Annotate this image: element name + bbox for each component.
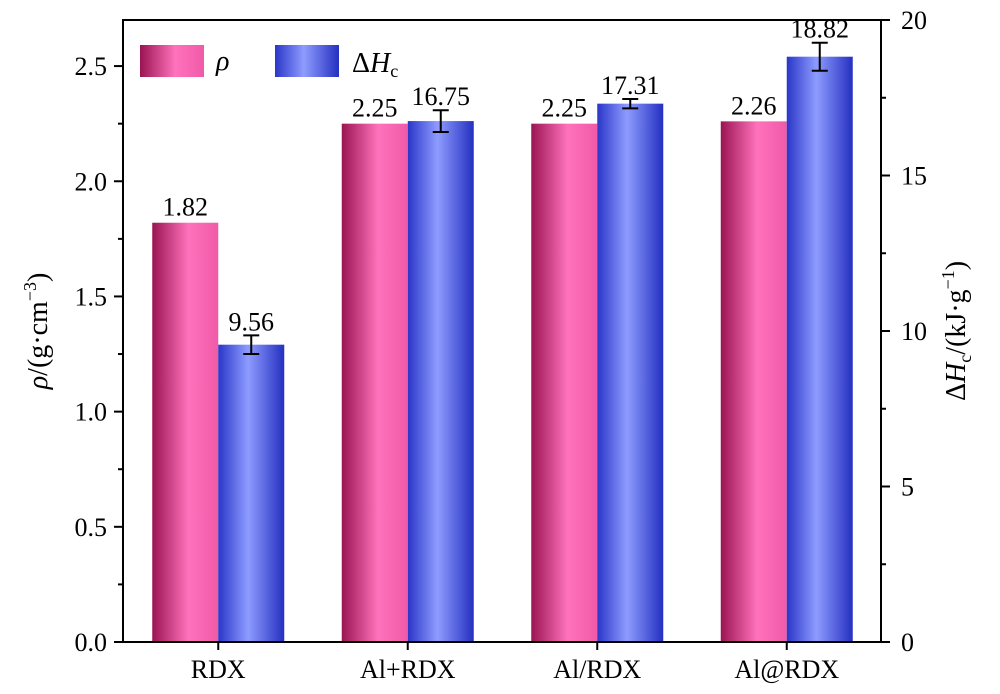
- data-label-rho-Al+RDX: 2.25: [352, 94, 398, 123]
- right-tick-label: 10: [901, 317, 927, 346]
- left-tick-label: 1.5: [75, 282, 108, 311]
- left-tick-label: 1.0: [75, 398, 108, 427]
- legend-label-rho: ρ: [215, 46, 229, 77]
- data-label-dh-Al+RDX: 16.75: [412, 82, 471, 111]
- bar-rho-RDX: [152, 222, 219, 642]
- error-bars-layer: [243, 41, 828, 356]
- right-tick-label: 5: [901, 473, 914, 502]
- data-label-rho-RDX: 1.82: [163, 193, 209, 222]
- bar-rho-Al/RDX: [531, 123, 598, 642]
- right-axis: 0 5 10 15 20: [881, 6, 927, 657]
- right-tick-label: 20: [901, 6, 927, 35]
- data-label-rho-Al@RDX: 2.26: [731, 91, 777, 120]
- y-axis-title-left: ρ/(g·cm−3): [20, 273, 54, 391]
- bar-dh-Al/RDX: [597, 103, 664, 642]
- x-tick-label-Al@RDX: Al@RDX: [734, 655, 839, 684]
- bar-rho-Al+RDX: [341, 123, 408, 642]
- bar-dh-Al+RDX: [407, 121, 474, 642]
- data-label-rho-Al/RDX: 2.25: [542, 94, 588, 123]
- y-axis-title-right: ΔHc/(kJ·g−1): [938, 261, 975, 401]
- right-tick-label: 15: [901, 162, 927, 191]
- x-tick-label-Al/RDX: Al/RDX: [553, 655, 641, 684]
- right-tick-label: 0: [901, 628, 914, 657]
- left-tick-label: 0.5: [75, 513, 108, 542]
- x-axis: RDX Al+RDX Al/RDX Al@RDX: [191, 642, 839, 684]
- left-tick-label: 2.5: [75, 52, 108, 81]
- legend-label-dh: ΔHc: [352, 48, 398, 81]
- legend: ρ ΔHc: [140, 45, 398, 81]
- legend-swatch-dh: [275, 45, 339, 77]
- bar-dh-Al@RDX: [786, 56, 853, 642]
- left-tick-label: 2.0: [75, 167, 108, 196]
- data-label-dh-RDX: 9.56: [229, 307, 275, 336]
- bars-layer: [152, 56, 853, 642]
- left-tick-label: 0.0: [75, 628, 108, 657]
- x-tick-label-Al+RDX: Al+RDX: [360, 655, 456, 684]
- data-label-dh-Al/RDX: 17.31: [601, 71, 660, 100]
- bar-dh-RDX: [218, 344, 285, 642]
- legend-swatch-rho: [140, 45, 204, 77]
- left-axis: 0.0 0.5 1.0 1.5 2.0 2.5: [75, 52, 123, 657]
- x-tick-label-RDX: RDX: [191, 655, 246, 684]
- bar-rho-Al@RDX: [720, 121, 787, 642]
